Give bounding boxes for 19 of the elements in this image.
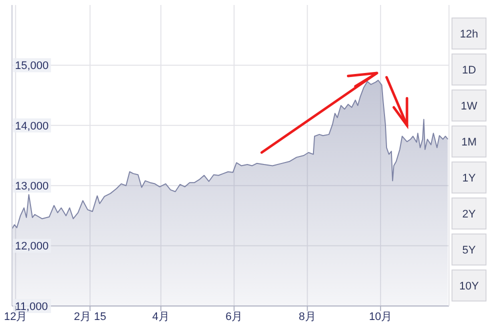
button: 5Y <box>452 234 486 266</box>
x-tick-label: 4月 <box>152 311 170 323</box>
x-tick-label: 10月 <box>368 311 392 323</box>
y-tick-label: 15,000 <box>15 60 49 72</box>
button: 1Y <box>452 162 486 194</box>
button: 1W <box>452 90 486 122</box>
y-tick-label: 14,000 <box>15 120 49 132</box>
button: 10Y <box>452 270 486 302</box>
x-tick-label: 8月 <box>298 311 316 323</box>
button: 1M <box>452 126 486 158</box>
y-tick-label: 12,000 <box>15 240 49 253</box>
x-tick-label: 6月 <box>226 311 243 323</box>
button: 12h <box>452 18 486 50</box>
y-tick-label: 11,000 <box>15 300 48 313</box>
button: 1D <box>452 54 486 86</box>
y-tick-label: 13,000 <box>15 180 49 192</box>
x-tick-label: 12月 <box>4 311 28 323</box>
button: 2Y <box>452 198 486 230</box>
x-tick-label: 2月 15 <box>74 311 106 323</box>
